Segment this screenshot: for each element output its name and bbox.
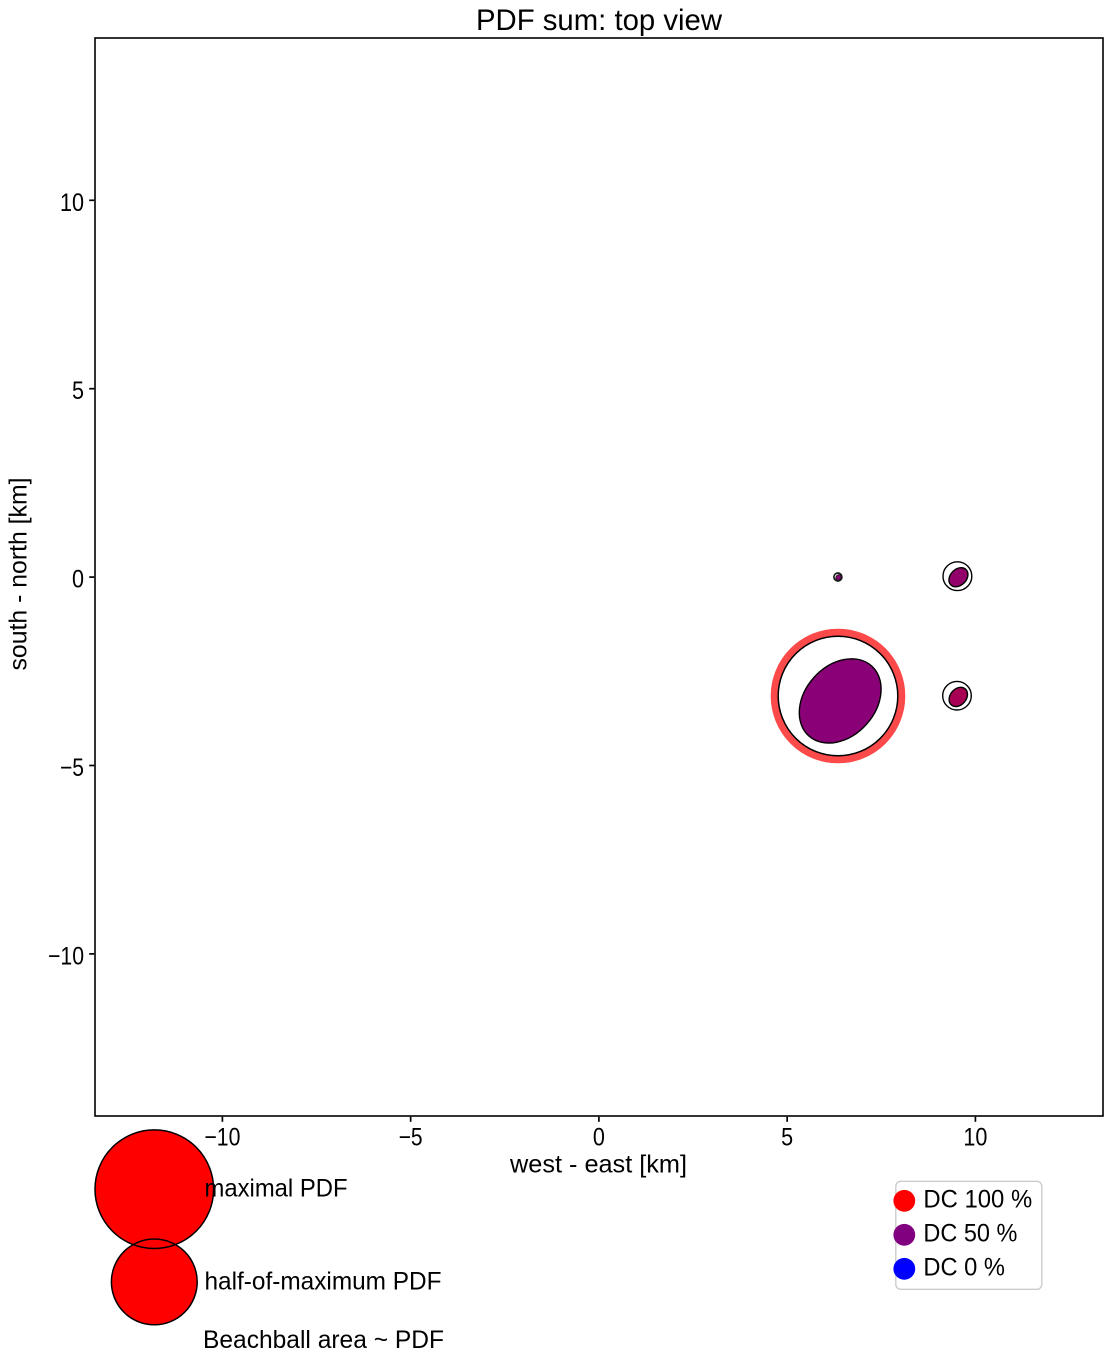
svg-text:half-of-maximum PDF: half-of-maximum PDF [205,1268,442,1296]
svg-text:0: 0 [593,1123,605,1151]
svg-text:Beachball area ~ PDF: Beachball area ~ PDF [203,1326,444,1354]
svg-text:DC 100 %: DC 100 % [923,1186,1032,1214]
svg-text:0: 0 [72,566,84,594]
svg-text:5: 5 [72,377,84,405]
svg-text:10: 10 [60,189,84,217]
svg-text:maximal PDF: maximal PDF [205,1175,348,1203]
svg-text:−5: −5 [60,754,84,782]
svg-text:south - north [km]: south - north [km] [4,478,32,671]
svg-text:PDF sum: top view: PDF sum: top view [476,4,722,37]
svg-text:−10: −10 [204,1123,240,1151]
svg-text:west - east [km]: west - east [km] [509,1151,687,1179]
svg-text:10: 10 [963,1123,987,1151]
svg-text:DC 50 %: DC 50 % [923,1220,1017,1248]
svg-text:−10: −10 [48,942,84,970]
svg-text:5: 5 [781,1123,793,1151]
svg-text:DC 0 %: DC 0 % [923,1254,1005,1282]
svg-text:−5: −5 [399,1123,423,1151]
